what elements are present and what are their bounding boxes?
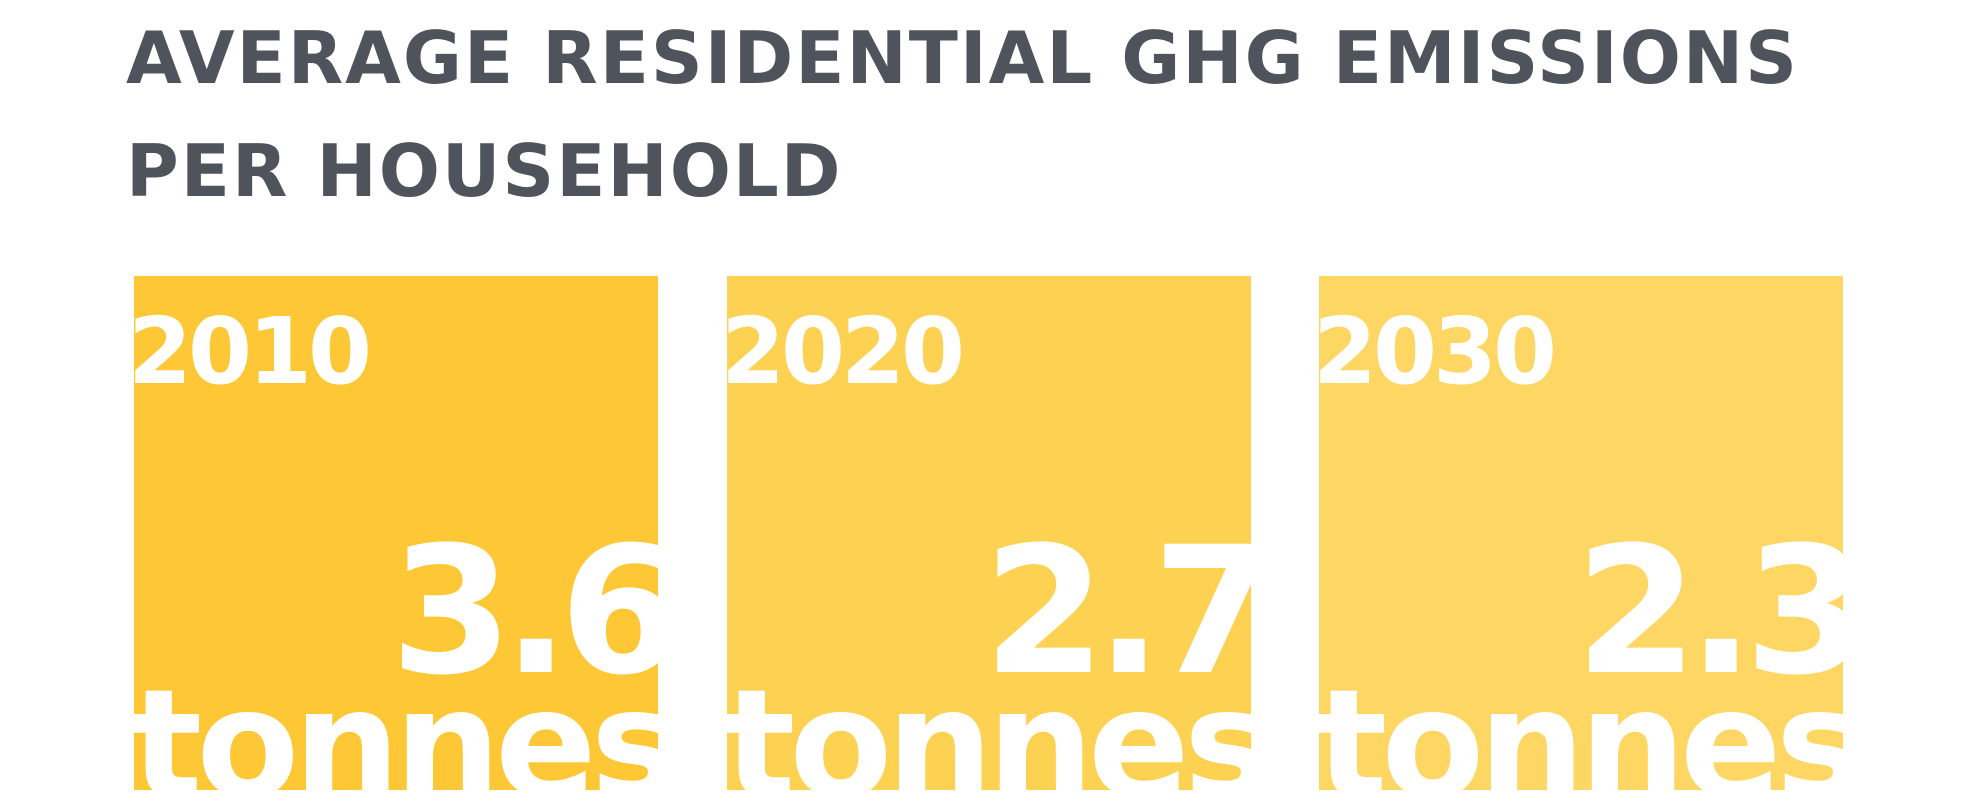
year-label: 2010: [134, 298, 372, 405]
emission-value: 2.7: [983, 509, 1251, 714]
emission-card-2010: 2010 3.6 tonnes: [134, 276, 658, 790]
year-label: 2020: [727, 298, 965, 405]
emission-value: 3.6: [390, 509, 658, 714]
emission-card-2020: 2020 2.7 tonnes: [727, 276, 1251, 790]
year-label: 2030: [1319, 298, 1557, 405]
unit-label: tonnes: [727, 658, 1251, 790]
chart-title: AVERAGE RESIDENTIAL GHG EMISSIONS PER HO…: [126, 16, 1800, 213]
unit-label: tonnes: [134, 658, 658, 790]
emission-value: 2.3: [1575, 509, 1843, 714]
unit-label: tonnes: [1319, 658, 1843, 790]
emission-card-2030: 2030 2.3 tonnes: [1319, 276, 1843, 790]
